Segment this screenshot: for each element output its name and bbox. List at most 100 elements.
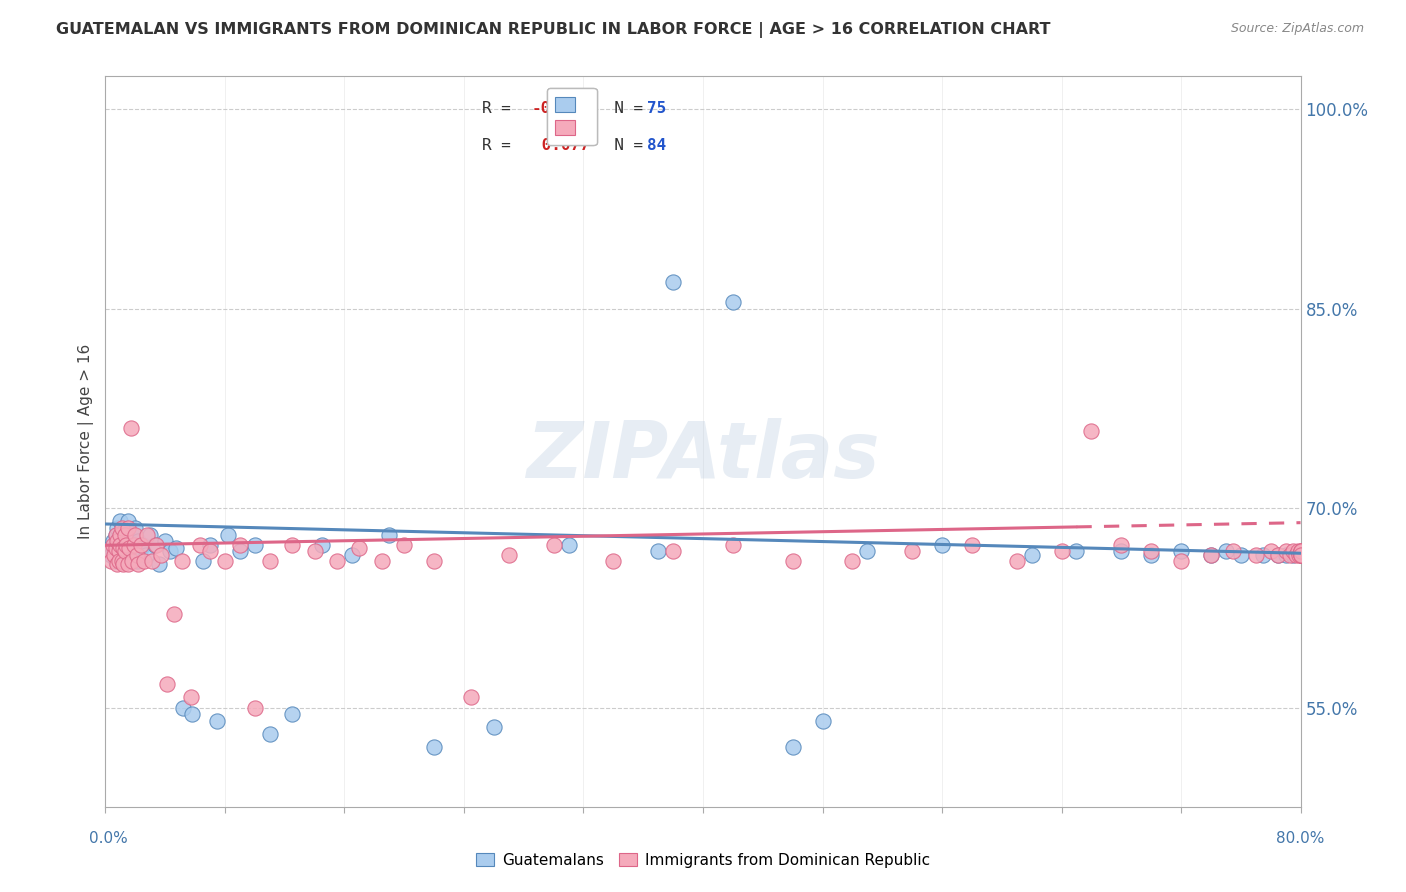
Point xyxy=(181,707,204,722)
Text: R =: R = xyxy=(482,101,520,116)
Point xyxy=(311,538,333,552)
Point xyxy=(110,527,132,541)
Point xyxy=(132,538,155,552)
Point xyxy=(326,554,349,568)
Point xyxy=(721,538,744,552)
Point xyxy=(1282,543,1305,558)
Point xyxy=(1289,543,1312,558)
Point xyxy=(107,538,129,552)
Point xyxy=(371,554,394,568)
Point xyxy=(1267,548,1289,562)
Point xyxy=(170,554,193,568)
Point xyxy=(931,538,953,552)
Point xyxy=(110,514,132,528)
Point xyxy=(841,554,863,568)
Point xyxy=(117,521,139,535)
Point xyxy=(1289,548,1312,562)
Point xyxy=(281,707,304,722)
Point xyxy=(188,538,211,552)
Point xyxy=(118,541,141,555)
Point xyxy=(127,557,149,571)
Point xyxy=(100,554,122,568)
Legend: , : , xyxy=(547,87,596,145)
Point xyxy=(243,538,266,552)
Point xyxy=(1005,554,1028,568)
Point xyxy=(117,534,139,549)
Point xyxy=(103,543,125,558)
Point xyxy=(98,541,121,555)
Point xyxy=(110,541,132,555)
Point xyxy=(101,538,124,552)
Point xyxy=(1170,554,1192,568)
Point xyxy=(1080,424,1102,438)
Point xyxy=(1199,548,1222,562)
Point xyxy=(1050,543,1073,558)
Point xyxy=(111,521,134,535)
Point xyxy=(120,421,142,435)
Point xyxy=(1140,543,1163,558)
Text: N =: N = xyxy=(596,101,654,116)
Y-axis label: In Labor Force | Age > 16: In Labor Force | Age > 16 xyxy=(79,344,94,539)
Point xyxy=(141,554,163,568)
Point xyxy=(229,538,252,552)
Point xyxy=(1267,548,1289,562)
Point xyxy=(662,543,685,558)
Point xyxy=(482,721,505,735)
Point xyxy=(104,527,127,541)
Point xyxy=(139,527,162,541)
Text: R =: R = xyxy=(482,137,520,153)
Point xyxy=(124,527,146,541)
Point xyxy=(901,543,924,558)
Point xyxy=(98,543,121,558)
Point xyxy=(135,548,157,562)
Point xyxy=(100,548,122,562)
Text: 84: 84 xyxy=(647,137,666,153)
Point xyxy=(281,538,304,552)
Point xyxy=(104,527,127,541)
Point xyxy=(112,524,135,539)
Point xyxy=(111,554,134,568)
Point xyxy=(1289,543,1312,558)
Point xyxy=(172,700,194,714)
Point xyxy=(103,548,125,562)
Point xyxy=(662,275,685,289)
Point xyxy=(117,557,139,571)
Point xyxy=(1289,543,1312,558)
Point xyxy=(423,554,446,568)
Point xyxy=(104,554,127,568)
Point xyxy=(721,294,744,309)
Text: -0.032: -0.032 xyxy=(531,101,591,116)
Point xyxy=(149,548,172,562)
Point xyxy=(136,527,159,541)
Point xyxy=(1289,548,1312,562)
Point xyxy=(1066,543,1088,558)
Point xyxy=(229,543,252,558)
Point xyxy=(180,690,202,704)
Point xyxy=(1251,548,1274,562)
Point xyxy=(543,538,565,552)
Point xyxy=(165,541,187,555)
Point xyxy=(1285,548,1308,562)
Point xyxy=(112,543,135,558)
Point xyxy=(1199,548,1222,562)
Point xyxy=(115,538,138,552)
Point xyxy=(259,554,281,568)
Point xyxy=(156,676,179,690)
Text: 75: 75 xyxy=(647,101,666,116)
Point xyxy=(243,700,266,714)
Point xyxy=(128,543,150,558)
Point xyxy=(214,554,236,568)
Point xyxy=(394,538,416,552)
Text: ZIPAtlas: ZIPAtlas xyxy=(526,418,880,494)
Point xyxy=(101,534,124,549)
Point xyxy=(207,714,229,728)
Point xyxy=(782,740,804,755)
Point xyxy=(117,514,139,528)
Point xyxy=(1170,543,1192,558)
Point xyxy=(129,538,153,552)
Point xyxy=(124,521,146,535)
Point xyxy=(125,554,148,568)
Point xyxy=(107,534,129,549)
Text: 0.077: 0.077 xyxy=(531,137,591,153)
Point xyxy=(108,530,131,544)
